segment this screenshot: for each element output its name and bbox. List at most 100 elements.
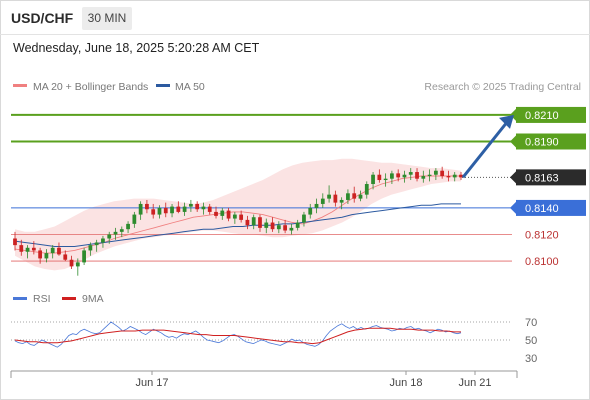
candle-body bbox=[119, 229, 124, 232]
candle-body bbox=[433, 170, 438, 175]
candle-body bbox=[276, 225, 281, 230]
rsi-legend-swatch bbox=[13, 297, 27, 300]
candle-body bbox=[157, 207, 162, 215]
candle-body bbox=[421, 176, 426, 179]
candle-body bbox=[339, 199, 344, 203]
candle-body bbox=[220, 210, 225, 216]
level-label-pivot: 0.8140 bbox=[525, 203, 559, 215]
rsi-tick-label: 70 bbox=[525, 317, 537, 329]
ma50-legend-label: MA 50 bbox=[175, 81, 205, 93]
candle-body bbox=[377, 174, 382, 181]
x-tick-label: Jun 21 bbox=[458, 377, 491, 389]
candle-body bbox=[327, 194, 331, 199]
level-label-bg-target bbox=[516, 106, 586, 123]
candle-body bbox=[245, 219, 250, 226]
candle-body bbox=[346, 193, 350, 200]
candle-body bbox=[358, 194, 363, 199]
candle-body bbox=[226, 210, 231, 219]
ma20-legend-label: MA 20 + Bollinger Bands bbox=[33, 81, 148, 93]
ma20-legend-swatch bbox=[13, 84, 27, 87]
candle-body bbox=[170, 206, 174, 214]
candle-body bbox=[207, 206, 212, 212]
candle-body bbox=[101, 238, 105, 243]
candle-body bbox=[38, 250, 43, 259]
chart-header: USD/CHF 30 MIN bbox=[0, 0, 590, 34]
candle-body bbox=[94, 242, 99, 246]
projection-arrow-shaft bbox=[461, 119, 510, 179]
rsi-legend-label: RSI bbox=[33, 293, 51, 305]
level-label-pointer-target bbox=[510, 135, 516, 148]
candle-body bbox=[264, 222, 269, 228]
candle-body bbox=[440, 170, 445, 177]
candle-body bbox=[57, 247, 61, 255]
rsi-tick-label: 30 bbox=[525, 353, 537, 365]
level-label-bg-target bbox=[516, 133, 586, 150]
candle-body bbox=[113, 231, 118, 235]
candle-body bbox=[239, 214, 244, 220]
level-label-support: 0.8120 bbox=[525, 230, 559, 242]
candle-body bbox=[320, 198, 325, 204]
candle-body bbox=[314, 203, 319, 208]
candle-body bbox=[295, 222, 300, 228]
level-label-target: 0.8190 bbox=[525, 137, 559, 149]
candle-body bbox=[232, 214, 237, 219]
rsi-line bbox=[14, 321, 462, 348]
candle-body bbox=[251, 217, 256, 226]
candle-body bbox=[333, 194, 338, 203]
candle-body bbox=[201, 206, 206, 210]
timestamp: Wednesday, June 18, 2025 5:20:28 AM CET bbox=[13, 41, 260, 55]
level-label-current: 0.8163 bbox=[525, 172, 559, 184]
candle-body bbox=[126, 223, 130, 230]
candle-body bbox=[145, 203, 149, 210]
candle-body bbox=[44, 253, 49, 259]
candle-body bbox=[31, 247, 36, 251]
candle-body bbox=[308, 207, 313, 215]
candle-body bbox=[214, 211, 218, 216]
candle-body bbox=[446, 176, 451, 178]
candle-body bbox=[396, 173, 401, 178]
candle-body bbox=[383, 178, 388, 181]
candle-body bbox=[270, 222, 275, 230]
candle-body bbox=[459, 174, 463, 178]
ma50-legend-swatch bbox=[156, 84, 170, 87]
candle-body bbox=[50, 247, 55, 254]
candle-body bbox=[283, 225, 287, 231]
candle-body bbox=[415, 172, 419, 179]
candle-body bbox=[371, 174, 375, 185]
candle-body bbox=[402, 174, 407, 178]
candle-body bbox=[138, 203, 143, 215]
candle-body bbox=[163, 207, 168, 214]
candle-body bbox=[151, 209, 156, 215]
candle-body bbox=[302, 214, 306, 223]
candle-body bbox=[289, 227, 294, 231]
candle-body bbox=[75, 262, 80, 267]
level-label-pointer-current bbox=[510, 171, 516, 184]
candle-body bbox=[390, 173, 394, 179]
candle-body bbox=[182, 206, 187, 212]
candle-body bbox=[427, 174, 432, 177]
level-label-target: 0.8210 bbox=[525, 110, 559, 122]
x-tick-label: Jun 17 bbox=[135, 377, 168, 389]
projection-arrow-head bbox=[499, 114, 514, 129]
candle-body bbox=[63, 254, 68, 260]
candle-body bbox=[69, 259, 74, 267]
x-tick-label: Jun 18 bbox=[389, 377, 422, 389]
bollinger-band bbox=[15, 158, 461, 271]
level-label-pointer-target bbox=[510, 108, 516, 121]
candle-body bbox=[364, 184, 369, 195]
candle-body bbox=[25, 247, 30, 252]
candle-body bbox=[176, 206, 181, 212]
ma9-legend-swatch bbox=[62, 297, 76, 300]
ma9-legend-label: 9MA bbox=[82, 293, 104, 305]
level-label-pointer-pivot bbox=[510, 201, 516, 214]
candle-body bbox=[13, 238, 17, 246]
candle-body bbox=[88, 245, 93, 251]
candle-body bbox=[352, 193, 357, 199]
level-label-bg-pivot bbox=[516, 199, 586, 216]
symbol-title: USD/CHF bbox=[11, 10, 74, 26]
header-divider bbox=[0, 34, 590, 35]
candle-body bbox=[132, 214, 137, 224]
candle-body bbox=[107, 234, 112, 239]
rsi-tick-label: 50 bbox=[525, 335, 537, 347]
timeframe-badge[interactable]: 30 MIN bbox=[82, 7, 132, 30]
